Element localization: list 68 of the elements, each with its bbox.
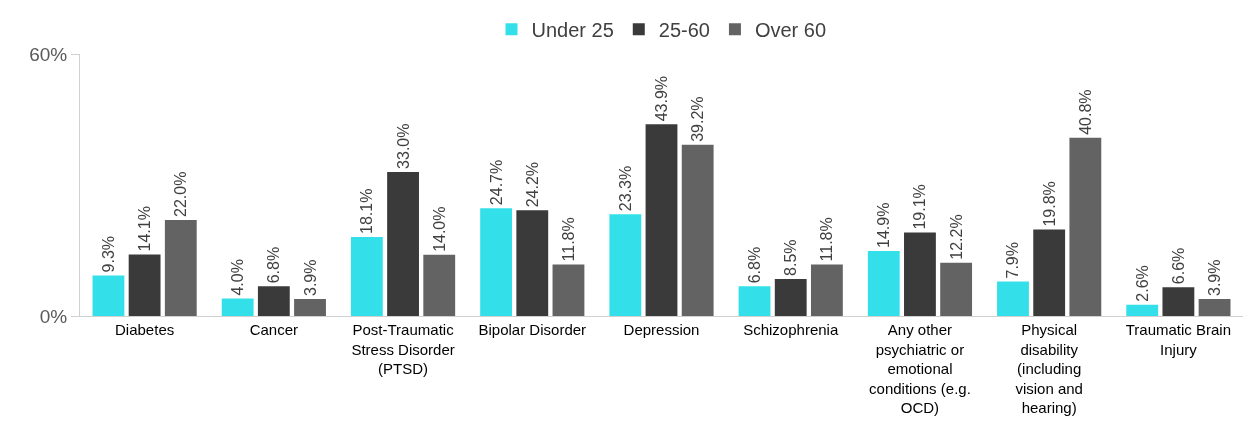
bar: [387, 171, 419, 316]
data-label: 9.3%: [99, 235, 117, 273]
data-label: 7.9%: [1004, 242, 1022, 279]
legend-label: 25-60: [658, 19, 710, 42]
x-tick-label: Diabetes: [115, 321, 175, 338]
data-label: 40.8%: [1076, 89, 1094, 135]
y-tick-label: 60%: [29, 43, 68, 65]
x-tick-label: Schizophrenia: [743, 321, 839, 338]
x-tick-label: Bipolar Disorder: [478, 321, 587, 338]
data-label: 6.8%: [746, 246, 764, 284]
data-label: 2.6%: [1133, 265, 1151, 302]
data-label: 6.6%: [1169, 247, 1187, 285]
data-label: 43.9%: [653, 75, 670, 122]
data-label: 14.0%: [430, 206, 448, 252]
bar: [552, 264, 585, 316]
data-label: 19.1%: [911, 184, 929, 230]
data-label: 19.8%: [1040, 181, 1058, 227]
bar: [257, 286, 290, 316]
bar: [738, 286, 771, 316]
data-label: 33.0%: [394, 123, 412, 169]
x-tick-label: Cancer: [249, 321, 299, 338]
data-label: 14.1%: [136, 206, 154, 252]
bar: [480, 208, 513, 316]
data-label: 24.2%: [523, 161, 541, 208]
bar: [681, 144, 714, 316]
data-label: 23.3%: [616, 165, 634, 212]
legend-label: Over 60: [754, 19, 827, 42]
bar: [940, 262, 973, 316]
data-label: 18.1%: [358, 188, 376, 234]
bar: [997, 281, 1029, 316]
bar: [1069, 137, 1102, 316]
legend-label: Under 25: [531, 19, 614, 42]
data-label: 12.2%: [947, 214, 965, 260]
bar: [1033, 229, 1066, 316]
data-label: 8.5%: [782, 239, 800, 276]
bar: [423, 254, 456, 316]
data-label: 3.9%: [301, 259, 319, 296]
x-tick-label: Any other psychiatric or emotional conditions (e.g. OCD): [869, 321, 971, 416]
bar: [1126, 304, 1159, 316]
bar: [609, 214, 642, 316]
data-label: 6.8%: [265, 246, 283, 284]
data-label: 24.7%: [487, 159, 505, 206]
data-label: 39.2%: [689, 96, 707, 142]
bar: [1162, 287, 1195, 316]
y-tick-label: 0%: [39, 305, 68, 327]
bar: [645, 124, 678, 316]
data-label: 11.8%: [559, 217, 577, 262]
x-tick-label: Traumatic Brain Injury: [1125, 321, 1232, 358]
bar: [516, 210, 549, 316]
bar: [128, 254, 161, 316]
bar: [810, 264, 843, 316]
data-label: 3.9%: [1206, 259, 1224, 296]
data-label: 14.9%: [875, 202, 893, 248]
bar: [221, 298, 254, 316]
x-tick-label: Post-Traumatic Stress Disorder (PTSD): [351, 321, 455, 377]
data-label: 4.0%: [229, 259, 247, 296]
data-label: 11.8%: [818, 217, 836, 262]
x-tick-label: Depression: [623, 321, 700, 338]
data-label: 22.0%: [172, 171, 190, 217]
bar: [350, 236, 383, 316]
bar: [92, 275, 125, 316]
bar: [774, 278, 807, 316]
bar: [1198, 298, 1231, 316]
bar: [904, 232, 936, 316]
bar: [164, 219, 197, 316]
bar: [294, 298, 326, 316]
bar: [867, 250, 900, 316]
x-tick-label: Physical disability (including vision and hearing): [1015, 321, 1083, 416]
